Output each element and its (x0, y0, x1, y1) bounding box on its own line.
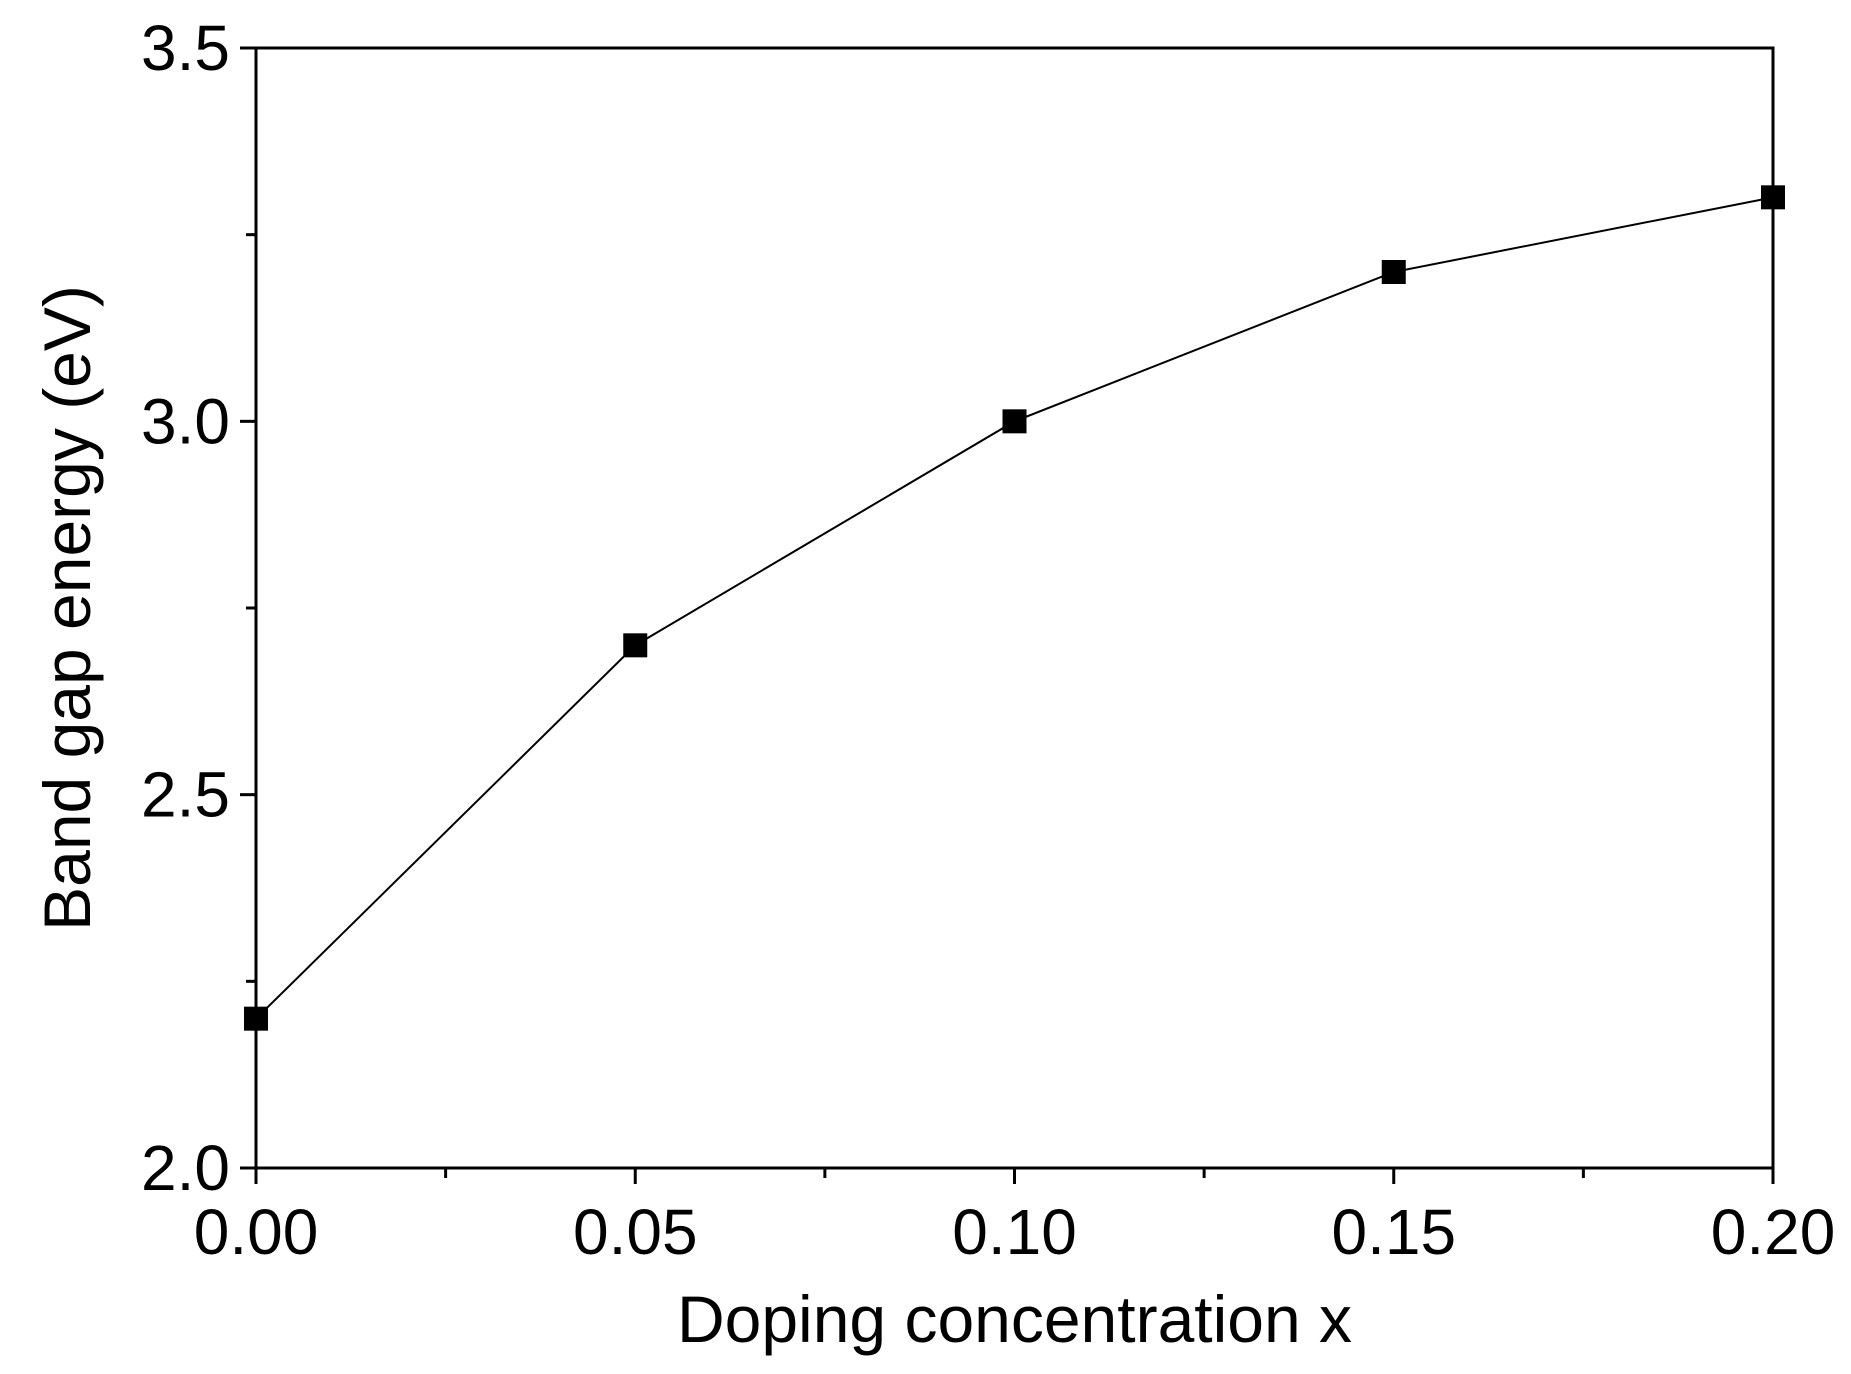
x-axis-label: Doping concentration x (677, 1282, 1352, 1356)
data-point (1761, 185, 1785, 210)
plot-frame (254, 46, 1775, 1170)
series-layer (244, 185, 1785, 1031)
y-axis-label: Band gap energy (eV) (30, 285, 104, 931)
x-tick-label: 0.15 (1331, 1196, 1456, 1268)
y-tick-label: 2.5 (141, 759, 230, 831)
data-point (1381, 260, 1406, 284)
tick-labels: 0.00 0.05 0.10 0.15 0.20 2.0 2.5 3.0 3.5 (141, 12, 1835, 1268)
data-point (623, 633, 648, 658)
y-tick-label: 3.5 (141, 12, 230, 84)
y-tick-label: 2.0 (141, 1132, 230, 1204)
data-point (244, 1006, 268, 1031)
y-tick-label: 3.0 (141, 385, 230, 457)
series-line (255, 196, 1774, 1020)
plot-area-border (254, 46, 1775, 1170)
axis-ticks (240, 46, 1775, 1184)
x-tick-label: 0.05 (573, 1196, 698, 1268)
x-tick-label: 0.10 (952, 1196, 1077, 1268)
data-point (1002, 409, 1027, 434)
x-tick-label: 0.20 (1711, 1196, 1836, 1268)
x-tick-label: 0.00 (194, 1196, 319, 1268)
